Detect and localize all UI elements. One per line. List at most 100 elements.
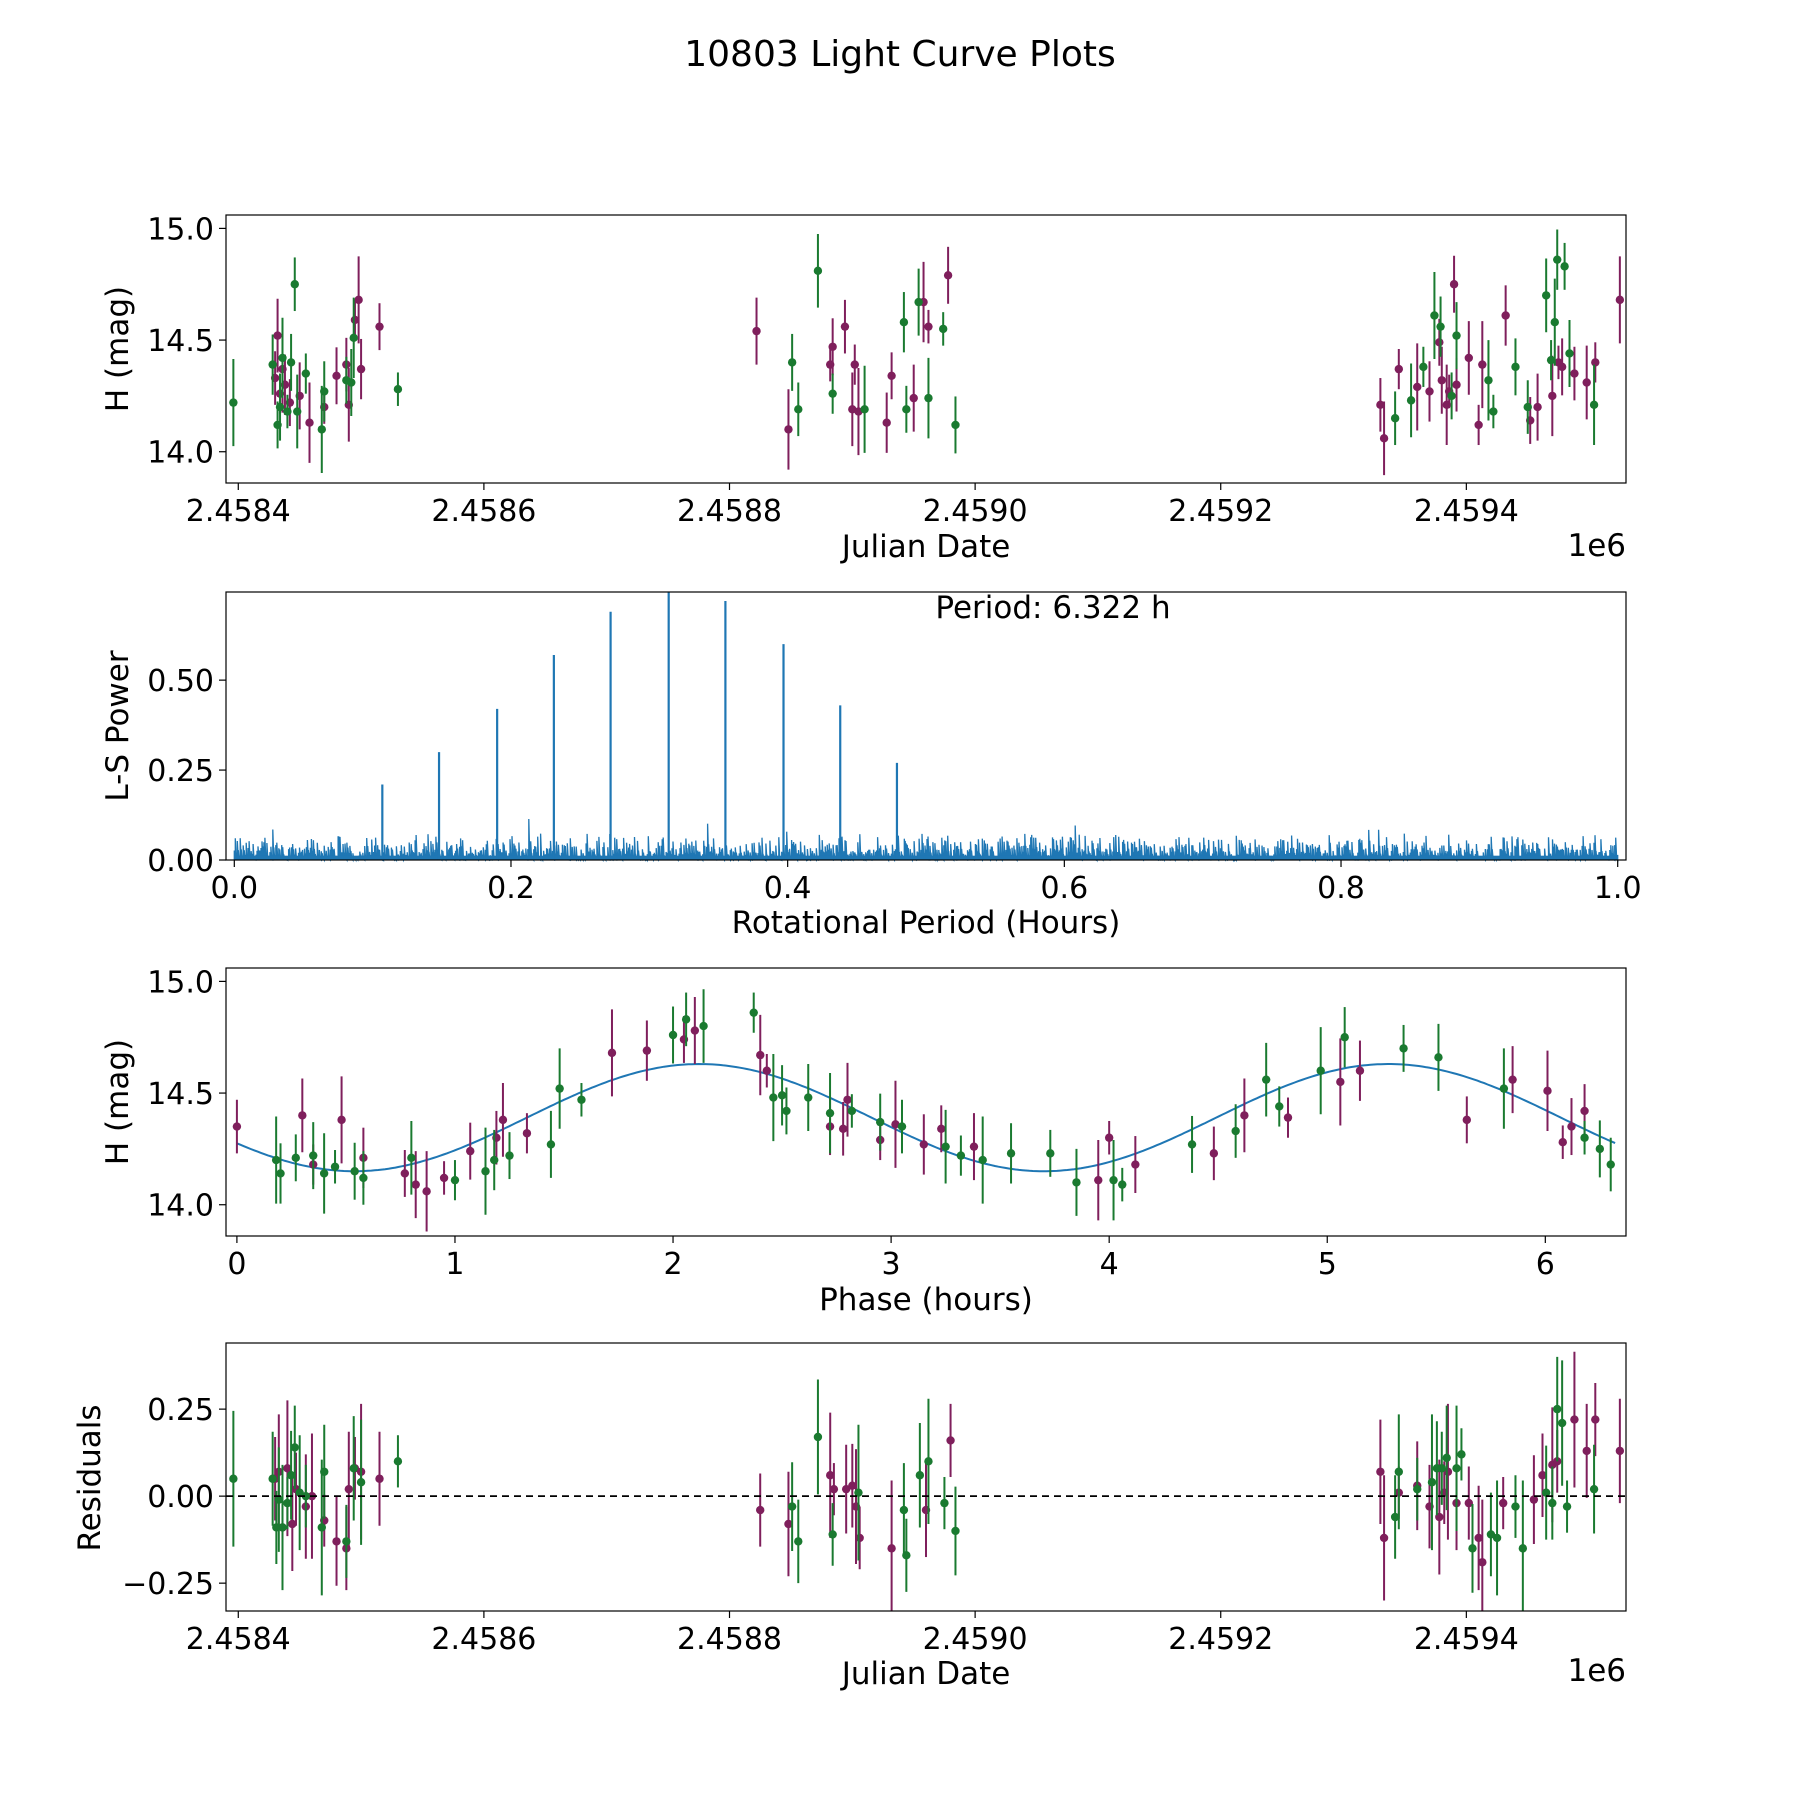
data-point <box>1543 1086 1552 1096</box>
data-point <box>762 1066 772 1075</box>
data-point <box>1379 434 1389 443</box>
data-point <box>1492 1533 1502 1543</box>
data-point <box>268 1474 277 1483</box>
data-point <box>288 1519 297 1529</box>
data-point <box>1094 1175 1103 1185</box>
periodogram-baseline <box>234 855 1618 860</box>
light-curve-marks <box>229 229 1625 476</box>
data-point <box>840 322 850 331</box>
data-point <box>794 1537 803 1546</box>
data-point <box>787 1502 797 1511</box>
data-point <box>1316 1066 1325 1075</box>
light-curve-x-offset: 1e6 <box>1567 528 1626 564</box>
data-point <box>951 420 960 430</box>
data-point <box>317 1523 326 1532</box>
data-point <box>1595 1144 1605 1154</box>
data-point <box>1553 255 1562 264</box>
data-point <box>1394 364 1404 374</box>
periodogram-ticks: 0.0 0.2 0.4 0.6 0.8 1.0 0.00 0.25 0.50 <box>147 664 1641 906</box>
data-point <box>828 1530 837 1539</box>
data-point <box>828 389 837 398</box>
x-tick-label: 2.4590 <box>923 494 1028 529</box>
light-curve-ticks: 2.4584 2.4586 2.4588 2.4590 2.4592 2.4594 14.0… <box>147 212 1519 529</box>
data-point <box>1567 1122 1576 1131</box>
panel-residuals: 2.4584 2.4586 2.4588 2.4590 2.4592 2.4594 −0.2… <box>72 1342 1627 1692</box>
data-point <box>290 280 299 289</box>
data-point <box>924 393 933 403</box>
data-point <box>273 331 282 340</box>
data-point <box>1447 391 1456 401</box>
data-point <box>498 1115 508 1125</box>
light-curve-axes-frame <box>225 214 1627 484</box>
data-point <box>826 1471 835 1480</box>
data-point <box>1394 1467 1404 1476</box>
data-point <box>283 407 292 416</box>
residuals-xlabel: Julian Date <box>840 1656 1011 1692</box>
data-point <box>481 1167 490 1176</box>
periodogram-axes-frame <box>225 591 1627 861</box>
data-point <box>756 1050 765 1060</box>
data-point <box>301 1491 311 1501</box>
residuals-x-offset: 1e6 <box>1567 1653 1626 1689</box>
x-tick-label: 2.4586 <box>431 494 536 529</box>
data-point <box>1406 396 1416 405</box>
data-point <box>1478 1558 1487 1567</box>
data-point <box>354 295 363 305</box>
data-point <box>1434 1053 1443 1062</box>
y-tick-label: 14.0 <box>147 1189 214 1224</box>
data-point <box>813 266 823 276</box>
data-point <box>887 1544 896 1553</box>
data-point <box>439 1173 449 1183</box>
periodogram-ylabel: L-S Power <box>100 650 136 801</box>
data-point <box>699 1021 708 1031</box>
data-point <box>1231 1126 1240 1136</box>
data-point <box>1484 376 1493 385</box>
data-point <box>804 1093 813 1102</box>
data-point <box>642 1046 652 1055</box>
data-point <box>301 369 311 378</box>
data-point <box>1501 311 1510 320</box>
data-point <box>938 324 948 334</box>
data-point <box>393 1457 403 1466</box>
data-point <box>1452 380 1461 389</box>
x-tick-label: 2.4584 <box>186 494 291 529</box>
data-point <box>1511 1502 1520 1511</box>
data-point <box>1474 1533 1483 1543</box>
data-point <box>347 378 356 387</box>
x-tick-label: 2.4588 <box>677 1622 782 1657</box>
y-tick-label: 0.00 <box>147 1480 214 1515</box>
data-point <box>1486 1530 1496 1539</box>
periodogram-xlabel: Rotational Period (Hours) <box>732 905 1121 941</box>
data-point <box>854 1488 863 1497</box>
data-point <box>555 1084 564 1093</box>
x-tick-label: 2.4584 <box>186 1622 291 1657</box>
data-point <box>293 407 302 416</box>
y-tick-label: 15.0 <box>147 965 214 1000</box>
data-point <box>855 1533 864 1543</box>
data-point <box>690 1026 700 1035</box>
figure-title: 10803 Light Curve Plots <box>684 34 1116 75</box>
data-point <box>1240 1111 1249 1120</box>
data-point <box>1283 1113 1293 1122</box>
data-point <box>1390 1512 1400 1522</box>
data-point <box>286 1471 296 1480</box>
x-tick-label: 3 <box>882 1247 901 1282</box>
data-point <box>1275 1102 1284 1111</box>
data-point <box>1570 369 1579 378</box>
data-point <box>902 1551 911 1560</box>
data-point <box>784 425 793 434</box>
data-point <box>274 1495 284 1504</box>
x-tick-label: 2.4588 <box>677 494 782 529</box>
data-point <box>1548 391 1557 401</box>
data-point <box>275 402 285 412</box>
x-tick-label: 2 <box>663 1247 682 1282</box>
data-point <box>860 405 869 414</box>
data-point <box>1437 1464 1446 1473</box>
data-point <box>290 1443 299 1452</box>
data-point <box>1046 1149 1055 1158</box>
data-point <box>1435 338 1444 347</box>
data-point <box>309 1151 318 1160</box>
data-point <box>1580 1106 1589 1116</box>
x-tick-label: 2.4594 <box>1414 494 1519 529</box>
data-point <box>841 1484 851 1494</box>
